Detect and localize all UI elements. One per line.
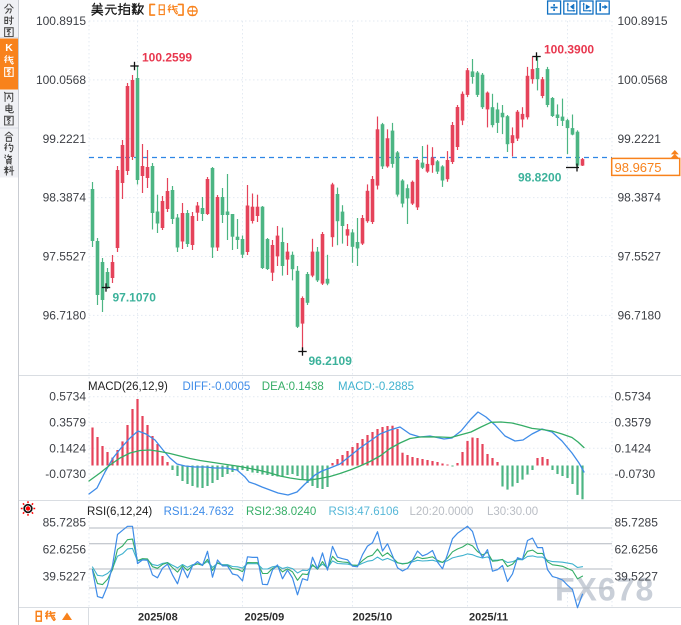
svg-text:98.3874: 98.3874 <box>618 191 662 205</box>
svg-text:98.8200: 98.8200 <box>518 171 562 185</box>
svg-text:62.6256: 62.6256 <box>615 543 659 557</box>
svg-text:K: K <box>5 42 13 54</box>
svg-text:98.3874: 98.3874 <box>43 191 87 205</box>
svg-text:100.8915: 100.8915 <box>36 14 86 28</box>
svg-text:0.1424: 0.1424 <box>49 441 86 455</box>
svg-text:2025/08: 2025/08 <box>138 612 178 624</box>
svg-text:RSI1:24.7632: RSI1:24.7632 <box>164 506 234 518</box>
svg-text:97.5527: 97.5527 <box>43 250 87 264</box>
svg-text:2025/10: 2025/10 <box>353 612 393 624</box>
svg-text:2025/11: 2025/11 <box>469 612 508 624</box>
svg-text:-0.0730: -0.0730 <box>45 467 86 481</box>
svg-text:85.7285: 85.7285 <box>43 516 87 530</box>
svg-text:L30:30.00: L30:30.00 <box>487 506 538 518</box>
svg-text:97.1070: 97.1070 <box>113 291 157 305</box>
svg-text:100.0568: 100.0568 <box>618 73 668 87</box>
svg-text:-0.0730: -0.0730 <box>615 467 656 481</box>
svg-text:98.9675: 98.9675 <box>615 160 662 175</box>
svg-text:FX678: FX678 <box>555 572 654 608</box>
svg-text:0.1424: 0.1424 <box>615 441 652 455</box>
svg-text:85.7285: 85.7285 <box>615 516 659 530</box>
svg-text:DEA:0.1438: DEA:0.1438 <box>262 381 324 393</box>
svg-text:0.3579: 0.3579 <box>615 416 652 430</box>
svg-text:96.7180: 96.7180 <box>618 308 662 322</box>
svg-text:L20:20.0000: L20:20.0000 <box>410 506 474 518</box>
svg-text:100.2599: 100.2599 <box>142 51 192 65</box>
svg-text:97.5527: 97.5527 <box>618 250 662 264</box>
svg-text:100.3900: 100.3900 <box>544 43 594 57</box>
svg-text:0.5734: 0.5734 <box>49 390 86 404</box>
svg-text:100.0568: 100.0568 <box>36 73 86 87</box>
svg-text:39.5227: 39.5227 <box>615 570 659 584</box>
svg-text:MACD:-0.2885: MACD:-0.2885 <box>338 381 414 393</box>
svg-text:39.5227: 39.5227 <box>43 570 87 584</box>
svg-text:96.7180: 96.7180 <box>43 308 87 322</box>
svg-text:DIFF:-0.0005: DIFF:-0.0005 <box>183 381 251 393</box>
svg-text:99.2221: 99.2221 <box>618 132 662 146</box>
svg-text:RSI2:38.0240: RSI2:38.0240 <box>246 506 316 518</box>
svg-text:0.3579: 0.3579 <box>49 416 86 430</box>
svg-text:100.8915: 100.8915 <box>618 14 668 28</box>
svg-text:RSI3:47.6106: RSI3:47.6106 <box>329 506 399 518</box>
svg-text:99.2221: 99.2221 <box>43 132 87 146</box>
svg-text:62.6256: 62.6256 <box>43 543 87 557</box>
svg-text:RSI(6,12,24): RSI(6,12,24) <box>87 506 152 518</box>
svg-text:96.2109: 96.2109 <box>309 354 353 368</box>
svg-text:2025/09: 2025/09 <box>245 612 285 624</box>
svg-text:MACD(26,12,9): MACD(26,12,9) <box>88 381 168 393</box>
svg-text:0.5734: 0.5734 <box>615 390 652 404</box>
